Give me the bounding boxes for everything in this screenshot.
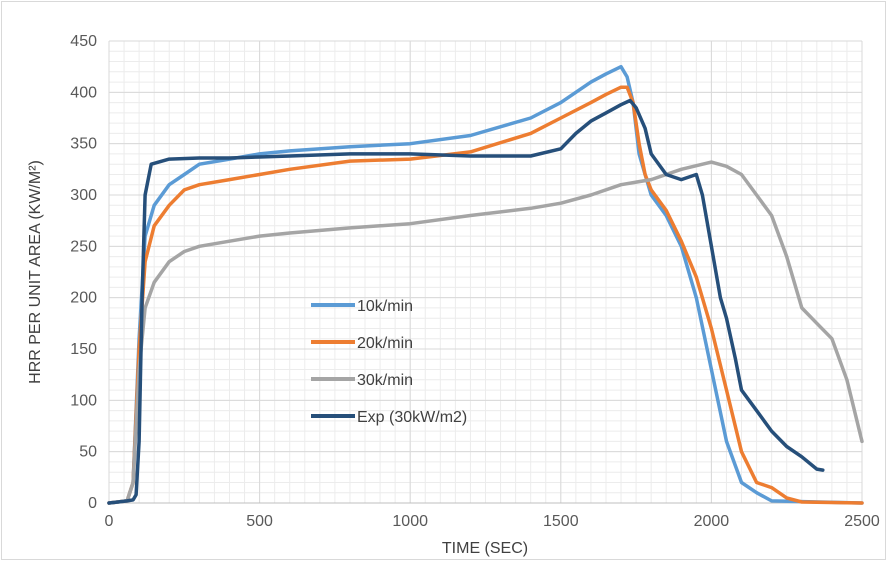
y-tick-label: 450: [70, 33, 97, 50]
y-tick-label: 250: [70, 238, 97, 255]
x-tick-label: 0: [105, 513, 114, 530]
y-tick-label: 100: [70, 392, 97, 409]
series-line-1: [107, 64, 864, 505]
series-lines: [107, 64, 864, 505]
series-line-3: [107, 160, 864, 505]
legend-label: 20k/min: [357, 335, 413, 352]
x-tick-label: 500: [246, 513, 273, 530]
x-tick-label: 2000: [694, 513, 730, 530]
legend-label: 30k/min: [357, 372, 413, 389]
legend: 10k/min 20k/min 30k/min Exp (30kW/m2): [311, 298, 467, 426]
x-tick-label: 2500: [844, 513, 880, 530]
y-tick-label: 300: [70, 187, 97, 204]
x-tick-label: 1000: [392, 513, 428, 530]
y-tick-label: 0: [88, 495, 97, 512]
y-axis-title: HRR PER UNIT AREA (KW/M²): [27, 160, 44, 384]
x-axis-title: TIME (SEC): [442, 540, 528, 557]
y-tick-label: 400: [70, 84, 97, 101]
series-line-2: [107, 85, 864, 505]
x-tick-label: 1500: [543, 513, 579, 530]
gridlines: [108, 40, 863, 504]
series-line-4: [107, 98, 825, 505]
y-tick-label: 350: [70, 136, 97, 153]
y-tick-label: 50: [79, 444, 97, 461]
y-tick-label: 200: [70, 290, 97, 307]
legend-label: 10k/min: [357, 298, 413, 315]
y-tick-label: 150: [70, 341, 97, 358]
legend-label: Exp (30kW/m2): [357, 409, 467, 426]
axes: 0 500 1000 1500 2000 2500 0 50 100 150 200 250 300 35…: [70, 33, 880, 530]
